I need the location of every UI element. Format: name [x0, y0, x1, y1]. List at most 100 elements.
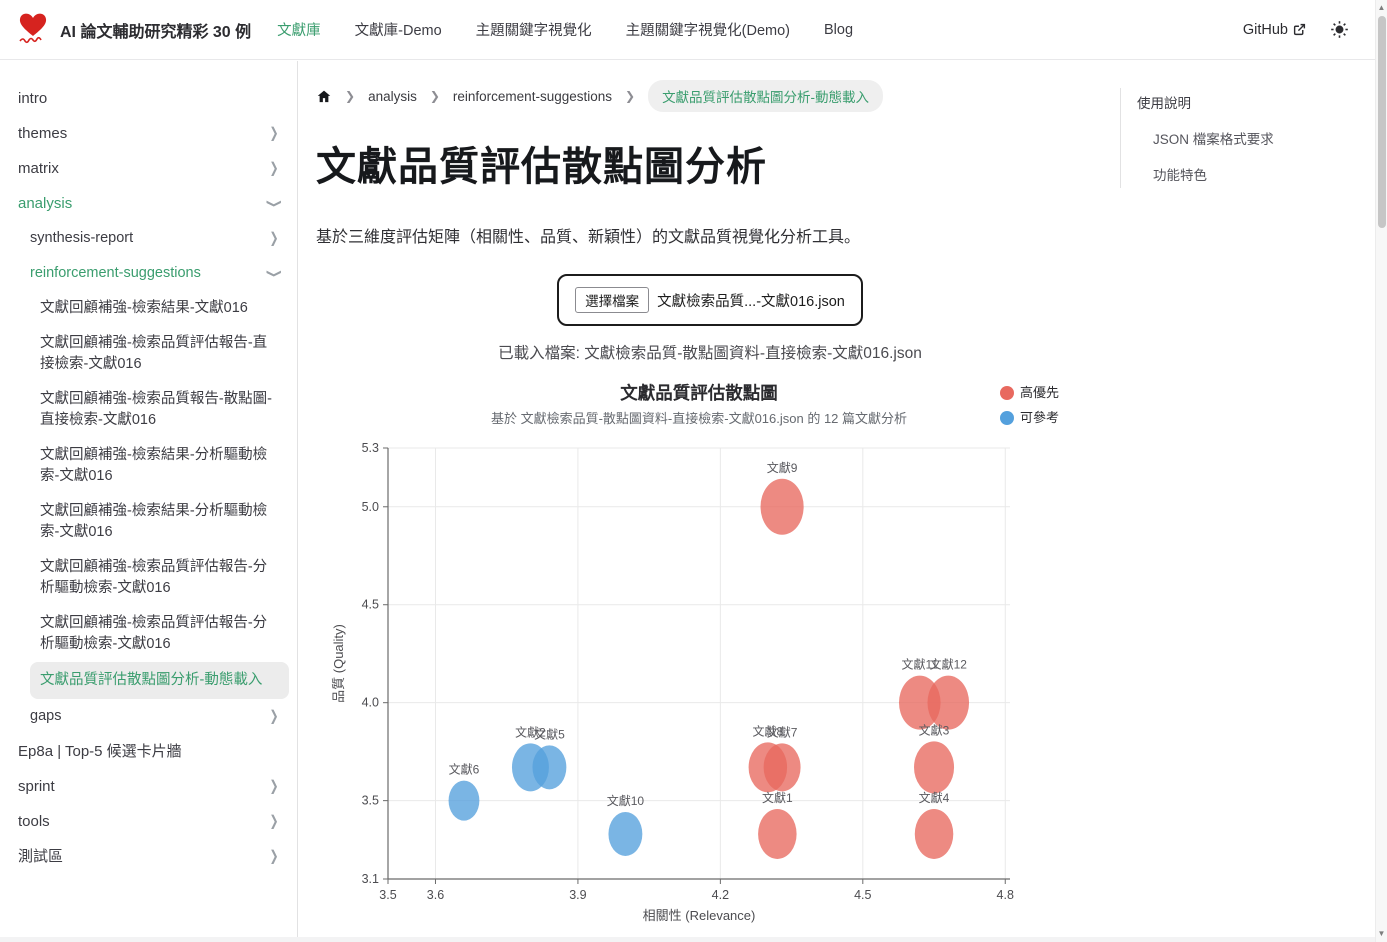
theme-toggle-sun-icon[interactable] — [1330, 20, 1349, 39]
sidebar-item-label: synthesis-report — [30, 230, 134, 246]
nav-link-1[interactable]: 文獻庫-Demo — [354, 23, 442, 39]
bubble-label-文獻3: 文獻3 — [919, 722, 950, 737]
sidebar-item[interactable]: 文獻回顧補強-檢索品質評估報告-直接檢索-文獻016 — [18, 326, 289, 382]
home-icon[interactable] — [316, 89, 332, 104]
sidebar-item[interactable]: intro — [18, 81, 289, 116]
sidebar-item[interactable]: sprint ❯ — [18, 769, 289, 804]
sidebar-item[interactable]: reinforcement-suggestions ❯ — [18, 256, 289, 291]
nav-links: 文獻庫 文獻庫-Demo 主題關鍵字視覺化 主題關鍵字視覺化(Demo) Blog — [277, 19, 1243, 40]
sidebar-item-label: intro — [18, 90, 48, 107]
page-title: 文獻品質評估散點圖分析 — [316, 145, 767, 189]
breadcrumb-reinforcement-suggestions[interactable]: reinforcement-suggestions — [452, 88, 612, 104]
sidebar-item[interactable]: synthesis-report ❯ — [18, 221, 289, 256]
breadcrumb-separator: ❯ — [625, 89, 636, 103]
external-link-icon — [1293, 23, 1306, 36]
chart-bubble-文獻4[interactable] — [914, 808, 954, 859]
vertical-scrollbar[interactable]: ▲ ▼ — [1375, 0, 1387, 942]
breadcrumb-analysis[interactable]: analysis — [368, 88, 417, 104]
sidebar-item[interactable]: Ep8a | Top-5 候選卡片牆 — [18, 734, 289, 769]
chevron-down-icon: ❯ — [266, 198, 283, 209]
sidebar-item[interactable]: 文獻回顧補強-檢索結果-文獻016 — [18, 291, 289, 326]
x-tick-label: 4.8 — [997, 888, 1014, 902]
sidebar-item[interactable]: 測試區 ❯ — [18, 839, 289, 874]
sidebar-item[interactable]: 文獻回顧補強-檢索結果-分析驅動檢索-文獻016 — [18, 438, 289, 494]
chart-bubble-文獻5[interactable] — [532, 745, 567, 790]
on-page-toc: 使用說明 JSON 檔案格式要求 功能特色 — [1120, 88, 1320, 188]
nav-link-2[interactable]: 主題關鍵字視覺化 — [475, 23, 592, 39]
chart-bubble-文獻7[interactable] — [763, 743, 801, 792]
sidebar-item[interactable]: analysis ❯ — [18, 186, 289, 221]
scroll-up-arrow[interactable]: ▲ — [1377, 3, 1386, 12]
chart-bubble-文獻12[interactable] — [927, 675, 970, 730]
main-content: ❯ analysis ❯ reinforcement-suggestions ❯… — [316, 61, 1104, 933]
chart-bubble-文獻9[interactable] — [760, 478, 804, 535]
sidebar-item-label: 測試區 — [18, 848, 64, 865]
bubble-label-文獻7: 文獻7 — [767, 724, 798, 739]
bubble-label-文獻2: 文獻2 — [515, 724, 546, 739]
scroll-down-arrow[interactable]: ▼ — [1377, 929, 1386, 938]
y-tick-label: 4.5 — [362, 598, 379, 612]
sidebar-item-label: themes — [18, 125, 68, 142]
sidebar-item-label: gaps — [30, 708, 62, 724]
sidebar-item[interactable]: gaps ❯ — [18, 699, 289, 734]
legend-label-0: 高優先 — [1020, 385, 1059, 400]
sidebar-item[interactable]: tools ❯ — [18, 804, 289, 839]
chart-bubble-文獻1[interactable] — [758, 808, 797, 859]
site-title: AI 論文輔助研究精彩 30 例 — [60, 23, 252, 41]
chart-bubble-文獻3[interactable] — [914, 741, 955, 794]
sidebar-item-label: 文獻品質評估散點圖分析-動態載入 — [40, 672, 263, 688]
sidebar-item[interactable]: 文獻品質評估散點圖分析-動態載入 — [30, 662, 289, 699]
x-axis-title: 相關性 (Relevance) — [643, 908, 756, 923]
sidebar-item[interactable]: matrix ❯ — [18, 151, 289, 186]
toc-title[interactable]: 使用說明 — [1137, 96, 1191, 111]
toc-item-0[interactable]: JSON 檔案格式要求 — [1153, 132, 1274, 147]
top-navbar: AI 論文輔助研究精彩 30 例 文獻庫 文獻庫-Demo 主題關鍵字視覺化 主題關鍵… — [0, 0, 1375, 60]
x-tick-label: 4.2 — [712, 888, 729, 902]
chevron-right-icon: ❯ — [269, 124, 279, 142]
sidebar-item[interactable]: 文獻回顧補強-檢索品質評估報告-分析驅動檢索-文獻016 — [18, 606, 289, 662]
y-tick-label: 3.1 — [362, 872, 379, 886]
chart-title: 文獻品質評估散點圖 — [620, 383, 778, 403]
chart-bubble-文獻10[interactable] — [608, 811, 643, 856]
file-load-status: 已載入檔案: 文獻檢索品質-散點圖資料-直接檢索-文獻016.json — [498, 345, 922, 362]
file-upload-box[interactable]: 選擇檔案 文獻檢索品質...-文獻016.json — [557, 274, 863, 326]
y-tick-label: 4.0 — [362, 696, 379, 710]
sidebar-item[interactable]: 文獻回顧補強-檢索結果-分析驅動檢索-文獻016 — [18, 494, 289, 550]
y-axis-title: 品質 (Quality) — [331, 624, 346, 703]
nav-link-4[interactable]: Blog — [824, 21, 854, 38]
y-tick-label: 5.3 — [362, 441, 379, 455]
x-tick-label: 3.6 — [427, 888, 444, 902]
toc-item-1[interactable]: 功能特色 — [1153, 168, 1207, 183]
sidebar: intro themes ❯ matrix ❯ analysis ❯ synthesis-re… — [0, 61, 298, 942]
github-link-label: GitHub — [1242, 21, 1288, 38]
breadcrumb-current-page: 文獻品質評估散點圖分析-動態載入 — [648, 80, 884, 112]
chart-subtitle: 基於 文獻檢索品質-散點圖資料-直接檢索-文獻016.json 的 12 篇文獻… — [491, 411, 907, 426]
nav-link-3[interactable]: 主題關鍵字視覺化(Demo) — [625, 23, 790, 39]
sidebar-item[interactable]: themes ❯ — [18, 116, 289, 151]
chart-bubble-文獻11[interactable] — [898, 675, 941, 730]
sidebar-item-label: 文獻回顧補強-檢索結果-分析驅動檢索-文獻016 — [40, 503, 268, 540]
breadcrumb-separator: ❯ — [345, 89, 356, 103]
breadcrumb: ❯ analysis ❯ reinforcement-suggestions ❯… — [316, 80, 1104, 112]
github-link[interactable]: GitHub — [1243, 22, 1306, 38]
bubble-label-文獻1: 文獻1 — [762, 790, 793, 805]
chevron-right-icon: ❯ — [269, 229, 279, 247]
bubble-label-文獻5: 文獻5 — [534, 726, 565, 741]
choose-file-button[interactable]: 選擇檔案 — [575, 287, 650, 313]
legend-swatch-1 — [1000, 411, 1014, 425]
sidebar-item-label: matrix — [18, 160, 59, 177]
chart-bubble-文獻6[interactable] — [448, 780, 480, 821]
bubble-label-文獻8: 文獻8 — [753, 723, 784, 738]
heart-logo-icon — [19, 13, 47, 43]
sidebar-item[interactable]: 文獻回顧補強-檢索品質評估報告-分析驅動檢索-文獻016 — [18, 550, 289, 606]
sidebar-item-label: 文獻回顧補強-檢索品質評估報告-直接檢索-文獻016 — [40, 335, 268, 372]
chevron-right-icon: ❯ — [269, 777, 279, 795]
scrollbar-thumb[interactable] — [1378, 16, 1386, 228]
site-logo[interactable]: AI 論文輔助研究精彩 30 例 — [16, 10, 277, 50]
bottom-scroll-strip — [0, 937, 1375, 942]
sidebar-item-label: Ep8a | Top-5 候選卡片牆 — [18, 743, 182, 760]
sidebar-item-label: sprint — [18, 778, 55, 795]
scatter-chart: 3.5 3.6 3.9 4.2 4.5 4.8 3.1 3.5 4.0 4.5 5.0 5.3 相關性 … — [328, 373, 1070, 933]
sidebar-item[interactable]: 文獻回顧補強-檢索品質報告-散點圖-直接檢索-文獻016 — [18, 382, 289, 438]
nav-link-0[interactable]: 文獻庫 — [277, 23, 321, 39]
